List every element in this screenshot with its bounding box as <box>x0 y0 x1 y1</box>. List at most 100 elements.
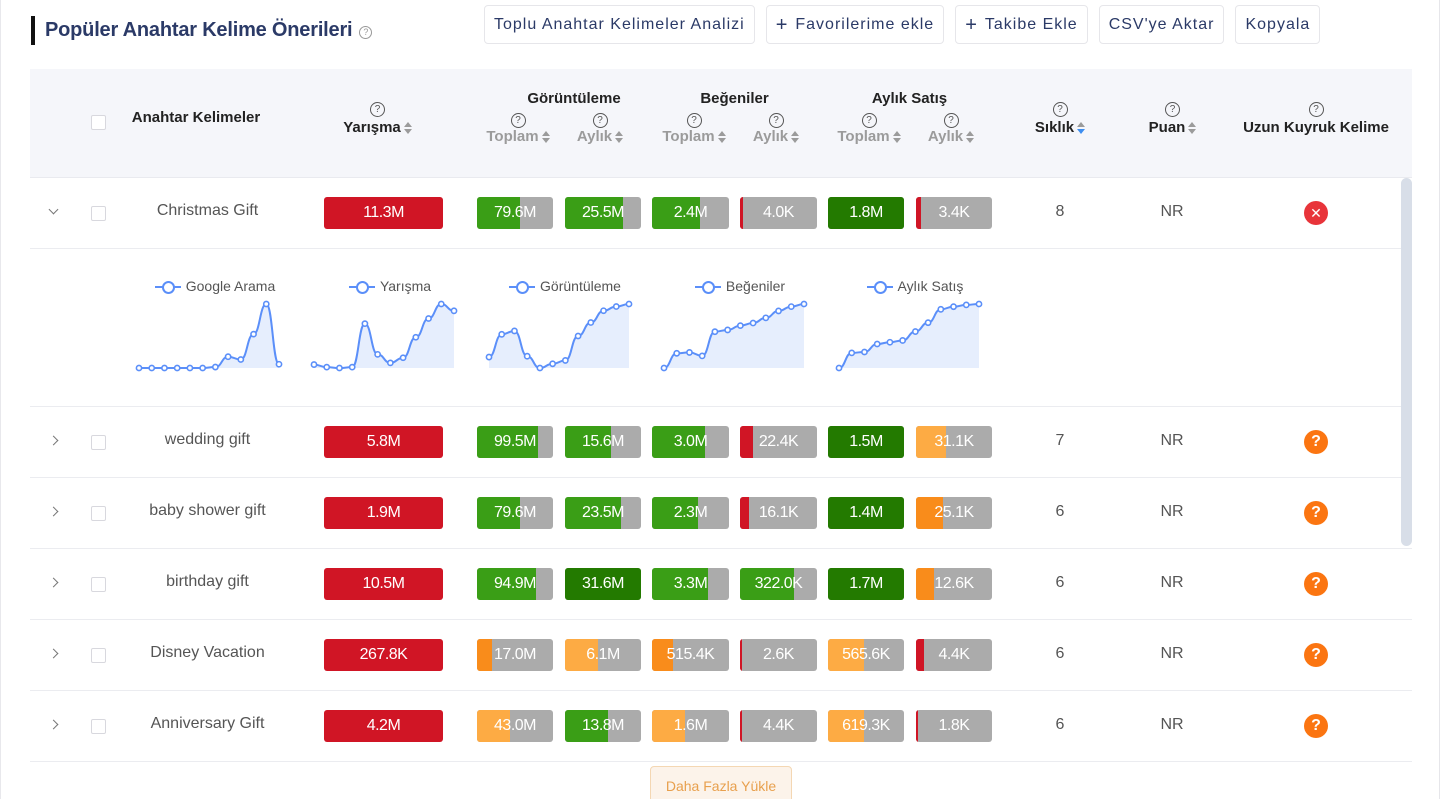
keyword-text[interactable]: Anniversary Gift <box>150 715 265 732</box>
question-circle-icon[interactable]: ? <box>861 113 877 128</box>
competition-value: 5.8M <box>366 433 401 450</box>
expanded-trend-panel: Google Arama Yarışma Görüntüleme Beğeniler A… <box>30 249 1412 407</box>
sort-icon[interactable] <box>541 130 550 144</box>
views-total-value: 79.6M <box>494 504 536 521</box>
legend-marker-icon <box>694 281 721 295</box>
col-score[interactable]: ? Puan <box>1135 99 1210 136</box>
keyword-text[interactable]: Disney Vacation <box>150 644 265 661</box>
chart-legend[interactable]: Aylık Satış <box>835 278 995 295</box>
question-circle-icon[interactable]: ? <box>943 113 959 128</box>
question-circle-icon[interactable]: ? <box>510 113 526 128</box>
table-row[interactable]: Disney Vacation 267.8K 17.0M 6.1M 515.4K… <box>30 620 1412 691</box>
sort-icon[interactable] <box>615 130 624 144</box>
chevron-down-icon[interactable] <box>48 206 60 218</box>
table-row[interactable]: Anniversary Gift 4.2M 43.0M 13.8M 1.6M 4… <box>30 691 1412 762</box>
views-total-value: 99.5M <box>494 433 536 450</box>
sort-icon[interactable] <box>892 130 901 144</box>
sales-total-value: 1.4M <box>849 504 883 521</box>
table-body: Christmas Gift 11.3M 79.6M 25.5M 2.4M 4.… <box>30 178 1412 762</box>
col-likes-monthly[interactable]: ? Aylık <box>741 110 811 145</box>
chart-legend[interactable]: Google Arama <box>135 278 295 295</box>
row-checkbox[interactable] <box>91 648 106 663</box>
chevron-right-icon[interactable] <box>48 648 60 660</box>
col-sales-total[interactable]: ? Toplam <box>829 110 909 145</box>
question-circle-icon[interactable]: ? <box>592 113 608 128</box>
sales-total-bar: 1.4M <box>828 497 904 529</box>
sort-icon[interactable] <box>717 130 726 144</box>
trend-line-chart <box>310 300 458 372</box>
keyword-text[interactable]: wedding gift <box>164 431 251 448</box>
col-label: Toplam <box>662 128 715 145</box>
question-circle-icon[interactable]: ? <box>1165 102 1180 117</box>
col-sales-monthly[interactable]: ? Aylık <box>916 110 986 145</box>
bulk-keyword-analysis-button[interactable]: Toplu Anahtar Kelimeler Analizi <box>484 5 755 44</box>
likes-monthly-value: 4.0K <box>763 204 794 221</box>
panel-border <box>1439 0 1440 799</box>
frequency-value: 8 <box>1055 203 1065 220</box>
question-circle-icon[interactable]: ? <box>686 113 702 128</box>
trend-line-chart <box>835 300 983 372</box>
trend-chart: Google Arama <box>135 274 295 384</box>
chart-legend[interactable]: Yarışma <box>310 278 470 295</box>
add-to-favorites-button[interactable]: + Favorilerime ekle <box>765 5 945 44</box>
row-checkbox[interactable] <box>91 577 106 592</box>
question-circle-icon[interactable]: ? <box>768 113 784 128</box>
sort-icon[interactable] <box>791 130 800 144</box>
close-circle-icon: ✕ <box>1304 201 1328 225</box>
question-circle-icon[interactable]: ? <box>1308 102 1324 117</box>
table-row[interactable]: birthday gift 10.5M 94.9M 31.6M 3.3M 322… <box>30 549 1412 620</box>
button-label: Toplu Anahtar Kelimeler Analizi <box>494 15 745 33</box>
question-circle-icon[interactable]: ? <box>359 25 373 39</box>
select-all-checkbox[interactable] <box>91 115 106 130</box>
competition-value: 4.2M <box>366 717 401 734</box>
question-circle-icon: ? <box>1304 501 1328 525</box>
question-circle-icon[interactable]: ? <box>370 102 385 117</box>
frequency-value: 6 <box>1055 716 1065 733</box>
col-views-total[interactable]: ? Toplam <box>478 110 558 145</box>
row-checkbox[interactable] <box>91 719 106 734</box>
plus-icon: + <box>965 13 978 36</box>
keyword-text[interactable]: birthday gift <box>166 573 249 590</box>
views-total-value: 79.6M <box>494 204 536 221</box>
col-likes-total[interactable]: ? Toplam <box>654 110 734 145</box>
col-frequency[interactable]: ? Sıklık <box>1020 99 1100 136</box>
chevron-right-icon[interactable] <box>48 577 60 589</box>
add-to-tracking-button[interactable]: + Takibe Ekle <box>955 5 1088 44</box>
frequency-value: 6 <box>1055 574 1065 591</box>
col-long-tail: ? Uzun Kuyruk Kelime <box>1226 99 1406 136</box>
col-views-monthly[interactable]: ? Aylık <box>565 110 635 145</box>
row-checkbox[interactable] <box>91 206 106 221</box>
copy-button[interactable]: Kopyala <box>1235 5 1321 44</box>
load-more-button[interactable]: Daha Fazla Yükle <box>650 766 792 799</box>
keyword-text[interactable]: Christmas Gift <box>156 202 259 219</box>
row-checkbox[interactable] <box>91 506 106 521</box>
chevron-right-icon[interactable] <box>48 506 60 518</box>
sort-icon[interactable] <box>403 121 412 135</box>
legend-label: Yarışma <box>379 278 432 294</box>
likes-total-bar: 2.4M <box>652 197 729 229</box>
keyword-text[interactable]: baby shower gift <box>149 502 266 519</box>
question-circle-icon[interactable]: ? <box>1052 102 1068 117</box>
likes-total-bar: 3.3M <box>652 568 729 600</box>
sort-icon[interactable] <box>1188 121 1197 135</box>
button-label: CSV'ye Aktar <box>1108 15 1215 33</box>
table-row[interactable]: baby shower gift 1.9M 79.6M 23.5M 2.3M 1… <box>30 478 1412 549</box>
views-total-bar: 79.6M <box>477 197 553 229</box>
sort-desc-icon[interactable] <box>1077 121 1086 135</box>
sort-icon[interactable] <box>966 130 975 144</box>
sales-monthly-bar: 12.6K <box>916 568 992 600</box>
col-competition[interactable]: ? Yarışma <box>330 99 425 136</box>
chart-legend[interactable]: Beğeniler <box>660 278 820 295</box>
table-row[interactable]: Christmas Gift 11.3M 79.6M 25.5M 2.4M 4.… <box>30 178 1412 249</box>
export-csv-button[interactable]: CSV'ye Aktar <box>1098 5 1225 44</box>
col-label: Aylık <box>752 128 789 145</box>
chevron-right-icon[interactable] <box>48 435 60 447</box>
chevron-right-icon[interactable] <box>48 719 60 731</box>
score-value: NR <box>1160 203 1184 220</box>
likes-total-bar: 515.4K <box>652 639 729 671</box>
table-row[interactable]: wedding gift 5.8M 99.5M 15.6M 3.0M 22.4K… <box>30 407 1412 478</box>
row-checkbox[interactable] <box>91 435 106 450</box>
vertical-scrollbar[interactable] <box>1401 178 1412 546</box>
chart-legend[interactable]: Görüntüleme <box>485 278 645 295</box>
